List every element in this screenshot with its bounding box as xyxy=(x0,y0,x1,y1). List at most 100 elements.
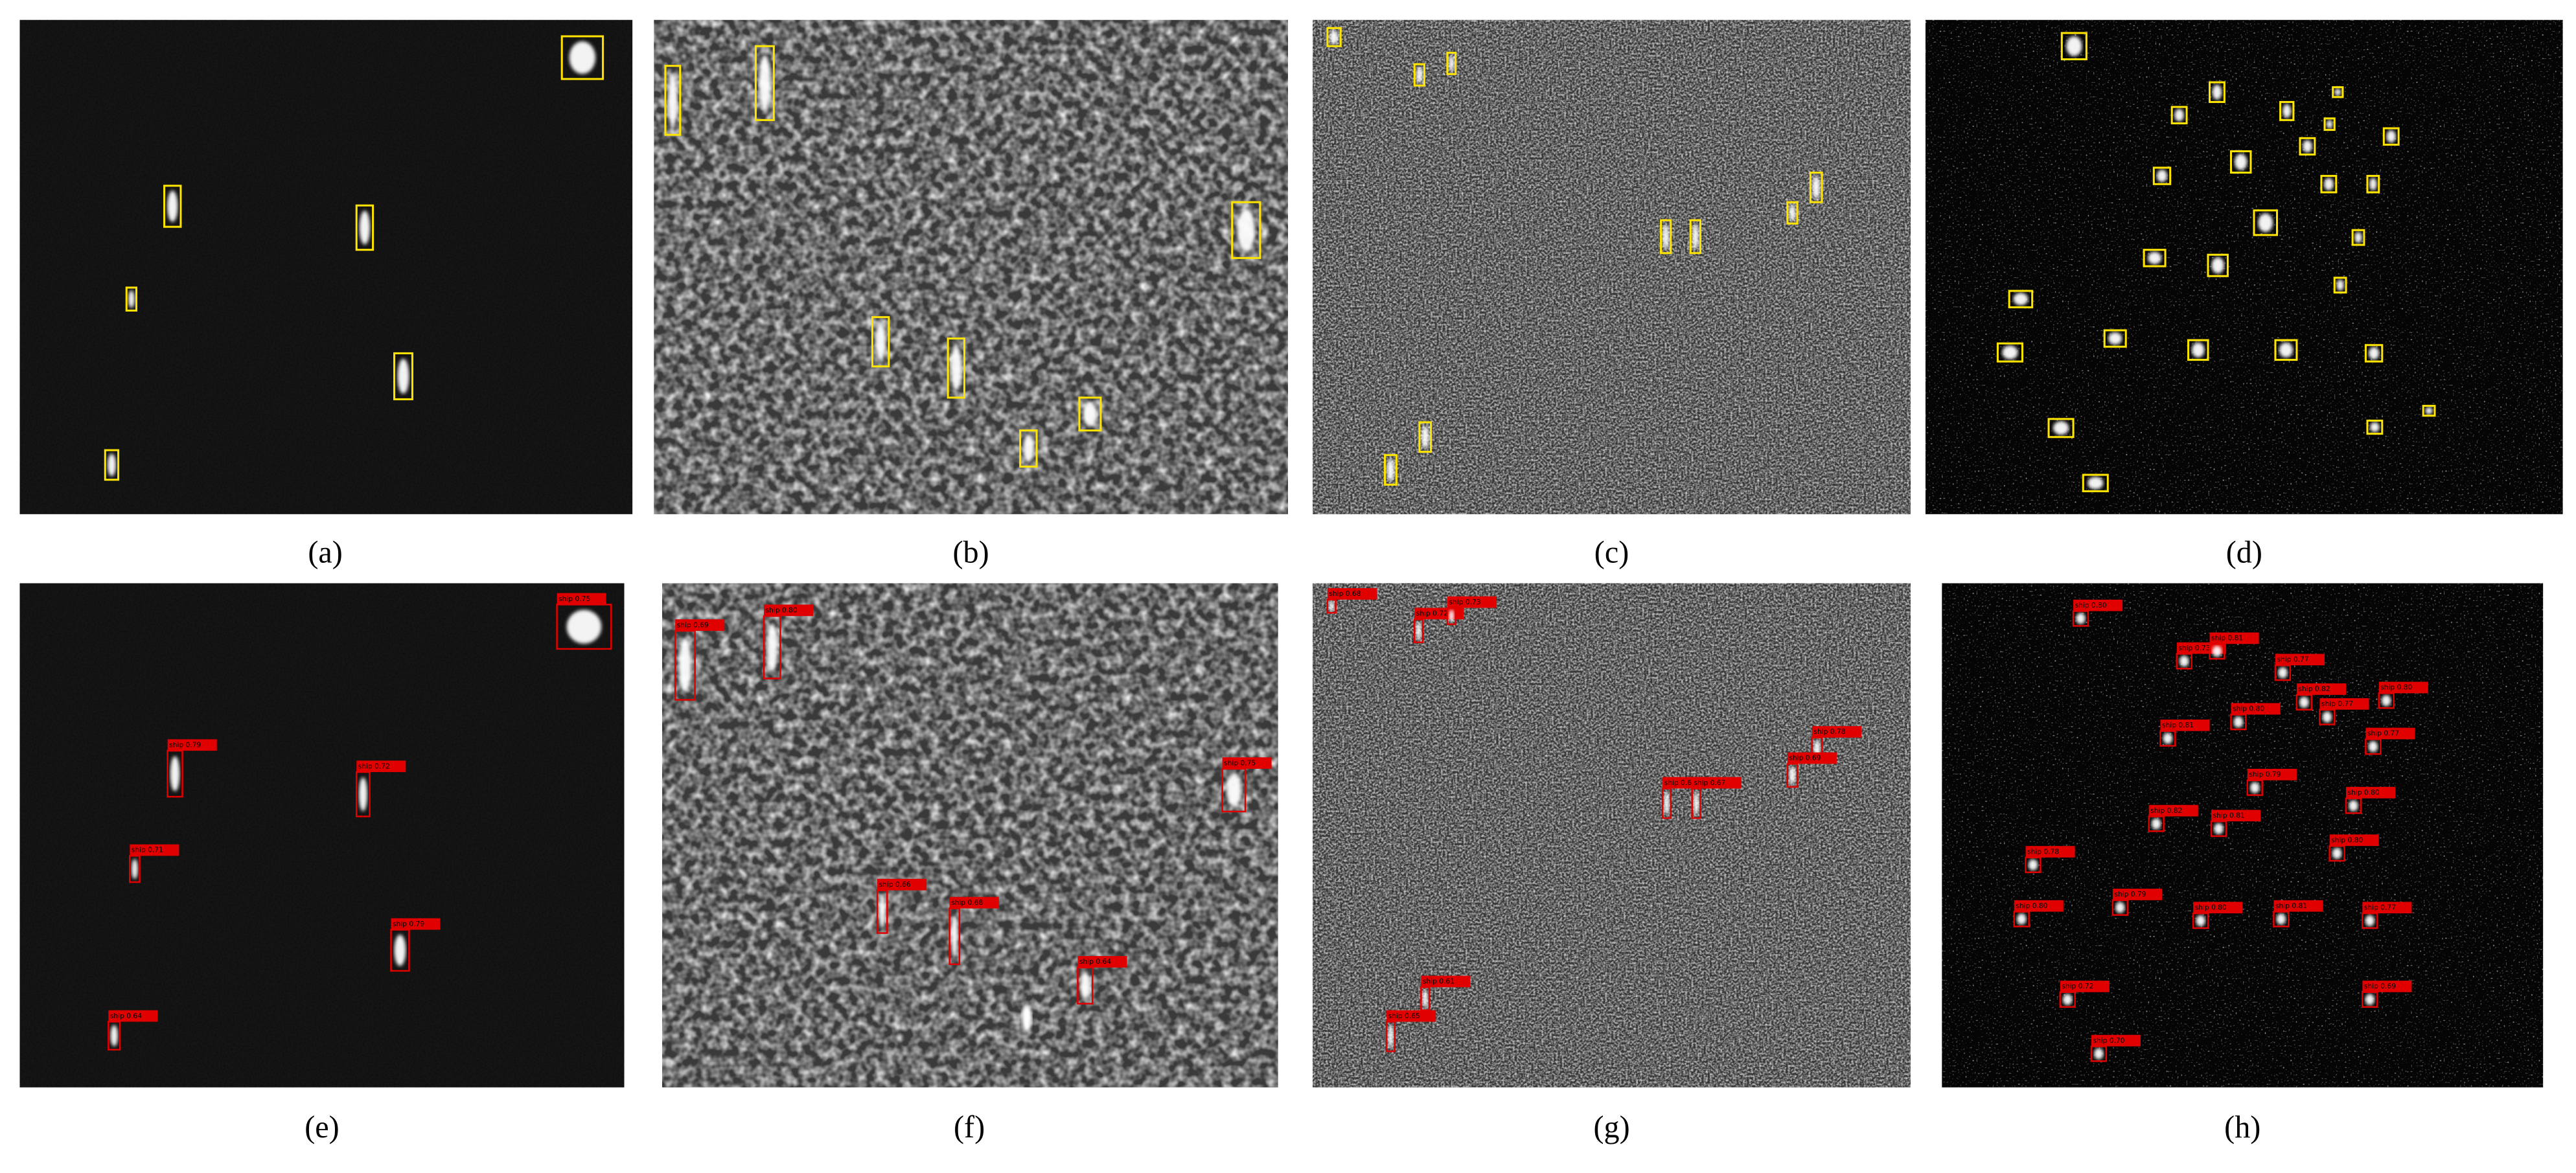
detection-label-bg xyxy=(391,918,441,930)
detection-box xyxy=(1326,27,1342,47)
detection-box xyxy=(1689,219,1701,255)
detection-label-bg xyxy=(2160,719,2210,731)
detection-label-bg xyxy=(877,878,927,891)
detection-label: ship 0.72 xyxy=(1416,609,1448,618)
ship-target xyxy=(2368,741,2378,753)
ship-target xyxy=(2174,109,2184,122)
ship-target xyxy=(2365,994,2375,1005)
detection-label: ship 0.80 xyxy=(2331,836,2363,845)
detection-label: ship 0.79 xyxy=(393,920,424,928)
detection-label: ship 0.72 xyxy=(2062,982,2093,990)
ship-target xyxy=(170,756,180,791)
detection-label-bg xyxy=(2378,681,2428,694)
ship-target xyxy=(1386,459,1395,481)
detection-box xyxy=(2320,175,2338,194)
detection-box xyxy=(1019,429,1038,468)
detection-label-bg xyxy=(108,1010,158,1022)
detection-label: ship 0.70 xyxy=(2093,1036,2125,1045)
ship-target xyxy=(2234,154,2248,170)
detection-label: ship 0.68 xyxy=(951,898,983,907)
detection-box xyxy=(2170,106,2188,124)
detection-label-bg xyxy=(167,739,217,751)
ship-target xyxy=(1023,435,1034,462)
detection-label: ship 0.78 xyxy=(2027,847,2059,856)
ship-target xyxy=(2365,915,2375,927)
detection-label: ship 0.69 xyxy=(677,621,709,629)
detection-label-bg xyxy=(1222,757,1272,769)
detection-label-bg xyxy=(1386,1010,1436,1022)
detection-label: ship 0.81 xyxy=(2211,634,2243,643)
detection-label: ship 0.77 xyxy=(2321,700,2353,708)
detection-label: ship 0.77 xyxy=(2367,729,2399,738)
detection-label-bg xyxy=(1327,588,1377,600)
detection-box xyxy=(104,449,120,481)
ship-target xyxy=(1449,55,1455,72)
ship-target xyxy=(1812,176,1820,199)
detection-box xyxy=(2209,81,2225,103)
detection-label: ship 0.77 xyxy=(2277,655,2309,664)
ship-target xyxy=(2211,257,2224,274)
detection-label-bg xyxy=(2362,902,2412,914)
speckle-noise xyxy=(1925,19,2563,514)
ship-target xyxy=(668,74,678,127)
detection-label-bg xyxy=(356,760,406,773)
detection-label: ship 0.80 xyxy=(2075,601,2107,609)
ship-target xyxy=(2196,915,2205,927)
ship-target xyxy=(2076,613,2086,624)
detection-box xyxy=(2299,137,2316,156)
speckle-noise xyxy=(19,583,625,1088)
ship-target xyxy=(2233,716,2244,728)
ship-target xyxy=(394,935,406,966)
ship-target xyxy=(2276,913,2286,925)
ship-target xyxy=(2324,177,2334,190)
panel-image xyxy=(19,19,633,514)
detection-label: ship 0.72 xyxy=(358,762,390,770)
detection-label: ship 0.81 xyxy=(2213,811,2245,819)
detection-label: ship 0.65 xyxy=(1388,1012,1420,1020)
detection-label-bg xyxy=(2025,846,2075,858)
ship-target xyxy=(1416,622,1421,640)
ship-target xyxy=(2299,696,2309,708)
detection-label-bg xyxy=(557,593,606,605)
detection-box xyxy=(947,337,965,399)
ship-target xyxy=(2332,847,2342,860)
detection-label: ship 0.64 xyxy=(1079,957,1111,966)
ship-target xyxy=(2381,695,2391,707)
detection-label-bg xyxy=(949,896,999,909)
detection-label-bg xyxy=(2319,698,2369,710)
ship-target xyxy=(2322,711,2332,723)
ship-target xyxy=(2303,140,2312,153)
ship-target xyxy=(1388,1025,1394,1048)
ship-target xyxy=(2370,422,2380,433)
detection-label-bg xyxy=(2247,768,2297,780)
ship-target xyxy=(2369,177,2377,190)
ship-target xyxy=(2156,169,2168,183)
ship-target xyxy=(1662,224,1670,249)
ship-target xyxy=(879,895,886,928)
detection-label-bg xyxy=(2014,900,2064,912)
detection-box xyxy=(664,65,682,136)
ship-target xyxy=(1692,224,1699,249)
detection-label: ship 0.61 xyxy=(1423,977,1455,986)
detection-box xyxy=(2229,150,2252,174)
ship-target xyxy=(875,323,886,361)
detection-label: ship 0.64 xyxy=(110,1012,142,1020)
speckle-noise xyxy=(661,583,1278,1088)
panel-image: ship 0.69 ship 0.80 ship 0.75 ship 0.66 ship… xyxy=(661,583,1278,1088)
ship-target xyxy=(2087,477,2104,490)
detection-label: ship 0.78 xyxy=(1813,727,1845,736)
detection-label: ship 0.73 xyxy=(2178,644,2210,652)
detection-box xyxy=(2008,290,2034,308)
panel-image xyxy=(654,19,1288,514)
ship-target xyxy=(107,453,116,477)
ship-target xyxy=(1083,401,1097,427)
detection-box xyxy=(2364,344,2384,363)
ship-target xyxy=(2028,859,2038,871)
detection-label-bg xyxy=(2329,834,2379,847)
ship-target xyxy=(1329,30,1339,44)
detection-box xyxy=(1078,396,1102,432)
ship-target xyxy=(2002,345,2018,359)
detection-label: ship 0.73 xyxy=(1449,598,1480,606)
detection-box xyxy=(2332,86,2344,98)
